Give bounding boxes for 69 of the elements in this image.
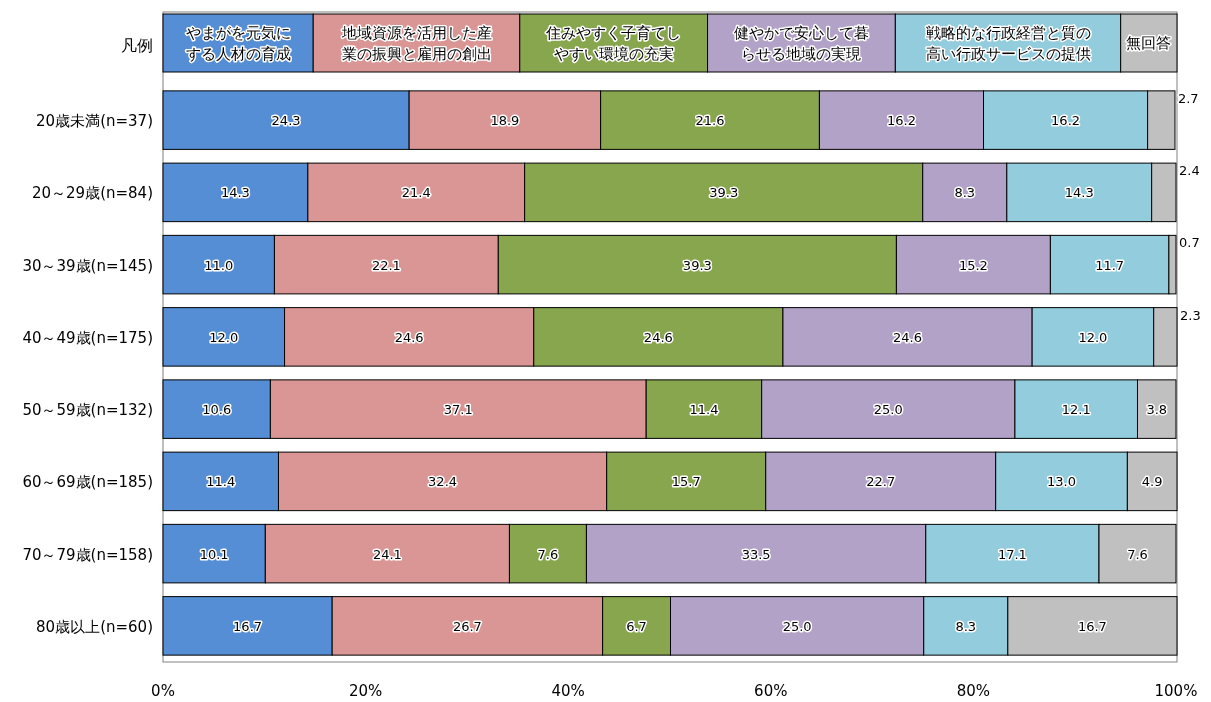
- data-label: 11.0: [204, 257, 234, 273]
- x-tick-label: 40%: [551, 682, 585, 700]
- data-label: 32.4: [428, 474, 458, 490]
- data-label: 24.6: [643, 329, 673, 345]
- series-label: 健やかで安心して暮らせる地域の実現: [733, 24, 869, 63]
- data-label: 2.3: [1180, 307, 1201, 323]
- y-tick-label: 30～39歳(n=145): [22, 256, 153, 275]
- data-label: 17.1: [997, 546, 1027, 562]
- data-label: 39.3: [682, 257, 712, 273]
- data-label: 2.4: [1178, 163, 1200, 179]
- data-label: 10.1: [199, 546, 229, 562]
- data-label: 2.7: [1177, 90, 1199, 106]
- data-label: 13.0: [1047, 474, 1076, 490]
- data-label: 6.7: [626, 618, 647, 634]
- x-tick-label: 60%: [754, 682, 788, 700]
- x-tick-label: 100%: [1154, 682, 1198, 700]
- data-label: 21.4: [401, 185, 431, 201]
- x-tick-label: 80%: [956, 682, 991, 700]
- data-label: 24.6: [893, 329, 923, 345]
- y-tick-label: 40～49歳(n=175): [22, 328, 153, 347]
- data-label: 14.3: [1064, 185, 1094, 201]
- data-label: 33.5: [741, 546, 771, 562]
- data-label: 16.2: [886, 113, 916, 129]
- data-label: 14.3: [220, 185, 250, 201]
- data-label: 11.4: [206, 474, 236, 490]
- y-tick-label: 20歳未満(n=37): [36, 112, 153, 131]
- data-label: 12.0: [209, 329, 239, 345]
- y-tick-label: 20～29歳(n=84): [31, 184, 153, 203]
- x-tick-label: 20%: [348, 682, 383, 700]
- y-tick-label: 50～59歳(n=132): [22, 401, 153, 420]
- x-tick-label: 0%: [151, 682, 175, 700]
- data-label: 11.4: [689, 402, 719, 418]
- y-tick-label: 70～79歳(n=158): [22, 545, 153, 564]
- data-label: 3.8: [1146, 402, 1168, 418]
- data-label: 7.6: [1127, 546, 1148, 562]
- data-label: 11.7: [1095, 257, 1125, 273]
- data-label: 39.3: [709, 185, 739, 201]
- data-label: 26.7: [452, 618, 482, 634]
- data-label: 0.7: [1178, 235, 1200, 251]
- legend-title: 凡例: [121, 36, 153, 55]
- data-label: 12.0: [1078, 329, 1108, 345]
- series-label: 住みやすく子育てしやすい環境の充実: [545, 24, 682, 63]
- data-label: 4.9: [1141, 474, 1163, 490]
- data-label: 16.2: [1051, 113, 1081, 129]
- data-label: 8.3: [955, 618, 977, 634]
- y-tick-label: 60～69歳(n=185): [22, 473, 153, 492]
- data-label: 18.9: [490, 113, 520, 129]
- y-tick-label: 80歳以上(n=60): [36, 617, 153, 636]
- series-label: やまがを元気にする人材の育成: [185, 24, 291, 63]
- data-label: 37.1: [443, 402, 473, 418]
- data-label: 24.6: [394, 329, 424, 345]
- data-label: 10.6: [202, 402, 232, 418]
- data-label: 21.6: [695, 113, 725, 129]
- text: 無回答: [1126, 34, 1172, 52]
- data-label: 25.0: [873, 402, 903, 418]
- data-label: 15.7: [671, 474, 701, 490]
- data-label: 24.3: [271, 113, 301, 129]
- data-label: 22.1: [371, 257, 401, 273]
- data-label: 7.6: [537, 546, 559, 562]
- data-label: 22.7: [866, 474, 896, 490]
- data-label: 24.1: [372, 546, 402, 562]
- series-label: 地域資源を活用した産業の振興と雇用の創出: [340, 24, 492, 63]
- series-label: 戦略的な行政経営と質の高い行政サービスの提供: [925, 24, 1091, 63]
- data-label: 16.7: [233, 618, 263, 634]
- data-label: 12.1: [1061, 402, 1091, 418]
- data-label: 25.0: [782, 618, 812, 634]
- data-label: 8.3: [954, 185, 976, 201]
- data-label: 15.2: [958, 257, 988, 273]
- data-label: 16.7: [1077, 618, 1107, 634]
